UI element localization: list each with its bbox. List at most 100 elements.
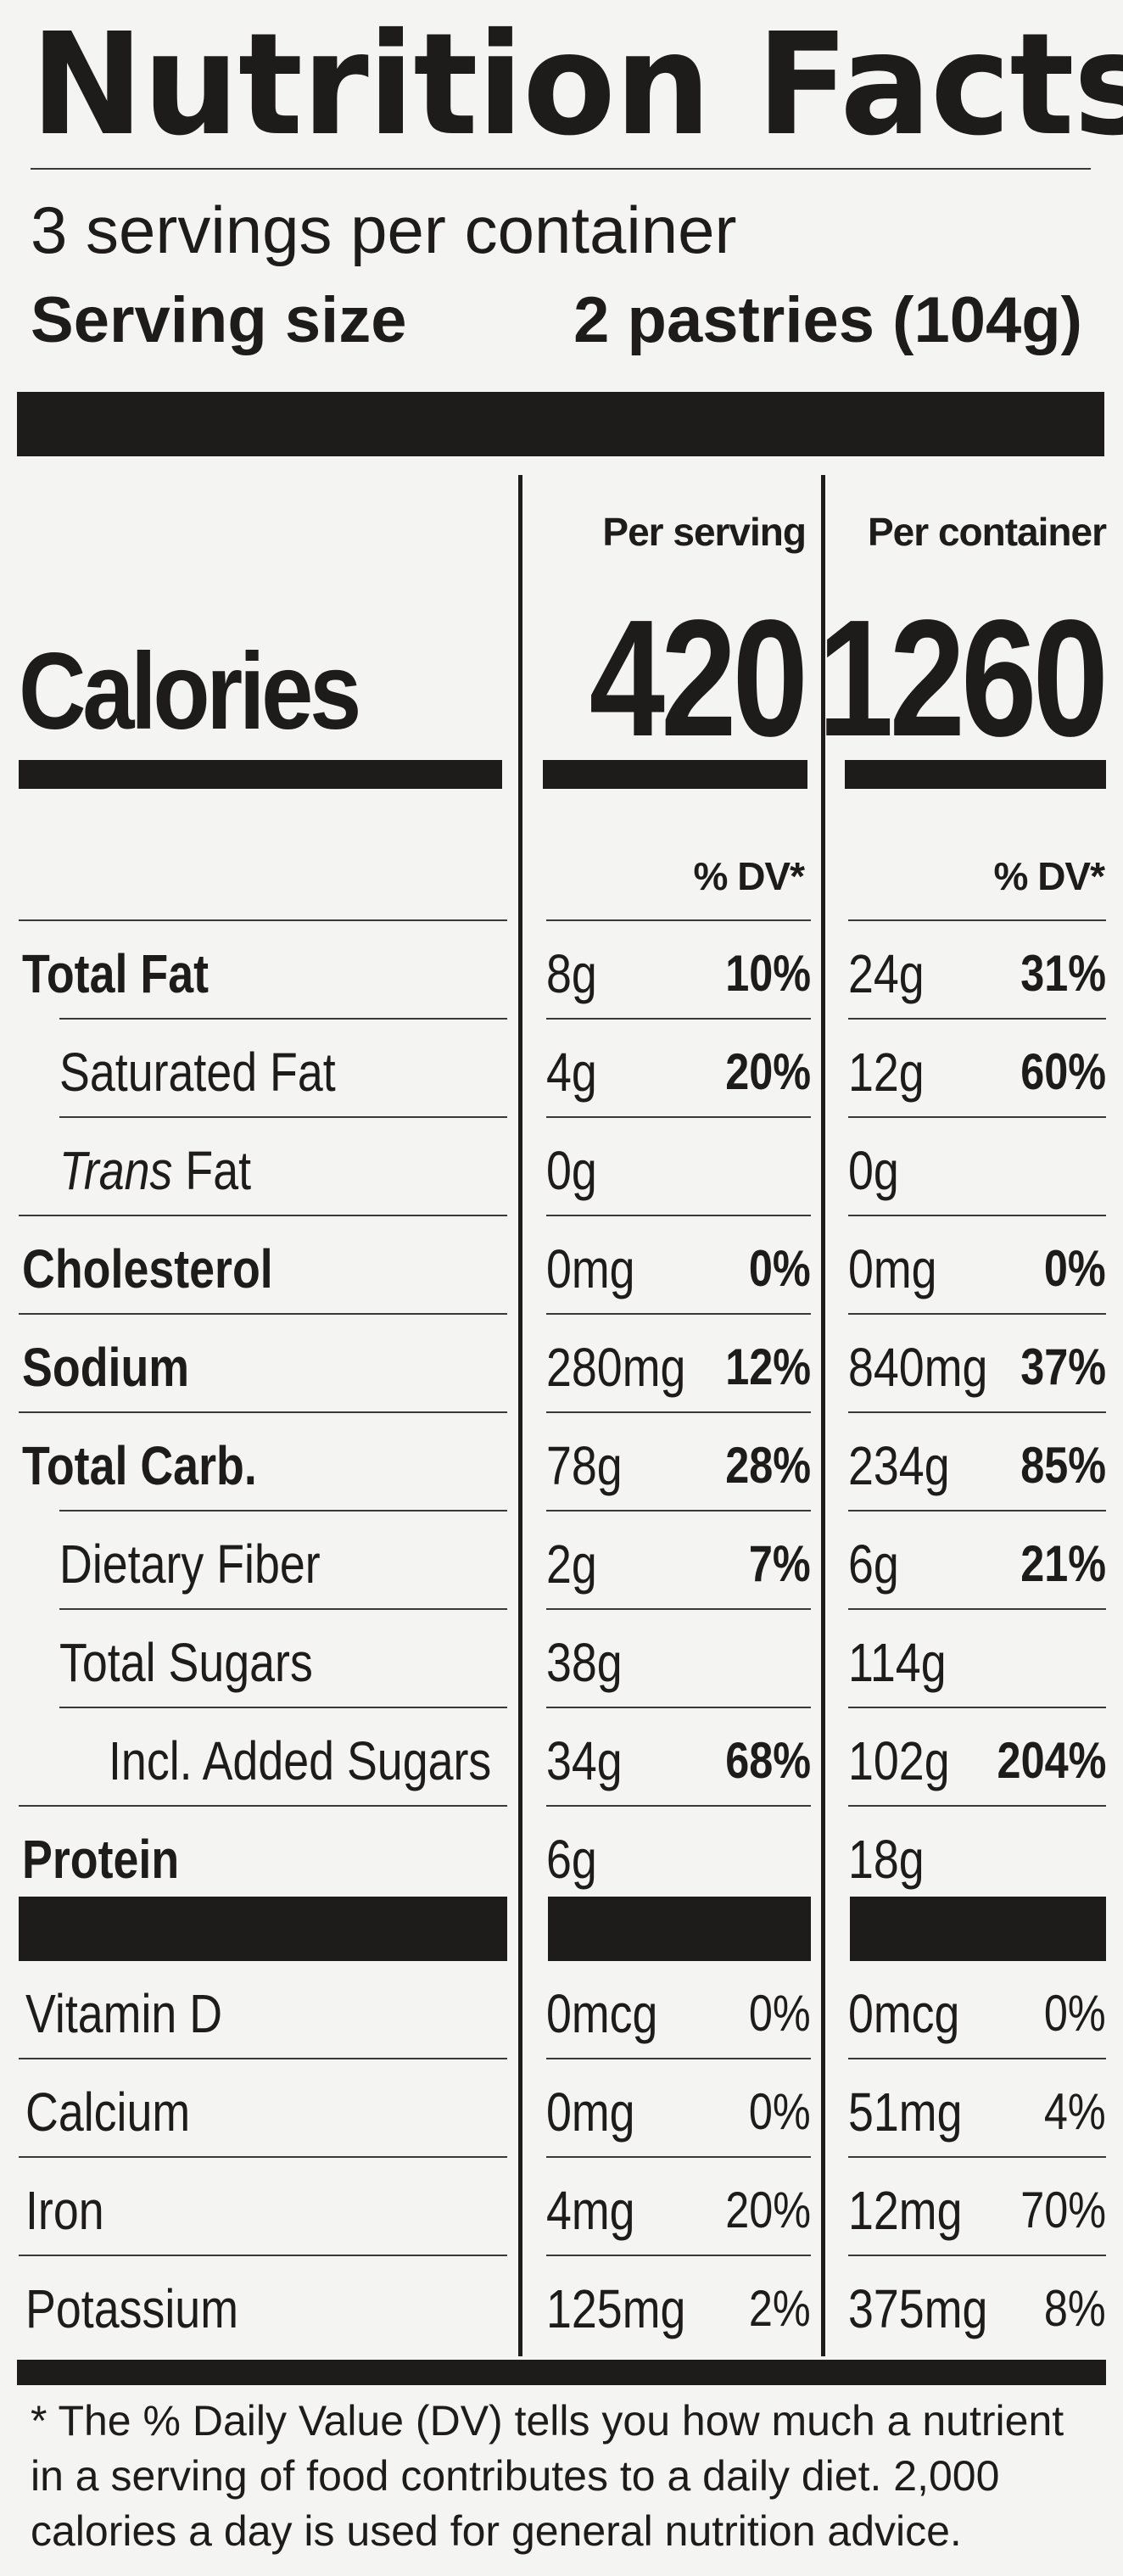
row-rule	[546, 1313, 811, 1315]
container-amount: 6g	[848, 1534, 899, 1595]
serving-amount: 125mg	[546, 2278, 686, 2339]
container-dv: 21%	[1020, 1535, 1106, 1592]
container-amount: 18g	[848, 1829, 925, 1890]
row-rule	[19, 1805, 507, 1807]
nutrient-name: Sodium	[22, 1337, 190, 1398]
nutrient-name: Cholesterol	[22, 1238, 273, 1299]
row-rule	[546, 1116, 811, 1118]
serving-dv: 2%	[749, 2280, 811, 2337]
nutrient-name-rest: Fat	[172, 1140, 252, 1201]
label-title: Nutrition Facts	[31, 3, 1123, 167]
container-dv: 70%	[1020, 2182, 1106, 2238]
serving-dv: 68%	[725, 1732, 811, 1789]
container-amount: 234g	[848, 1435, 950, 1496]
vitamin-bar-serving	[548, 1897, 811, 1961]
container-amount: 12g	[848, 1042, 925, 1103]
row-rule	[19, 2156, 507, 2158]
serving-dv: 28%	[725, 1437, 811, 1494]
nutrient-name: Dietary Fiber	[59, 1534, 321, 1595]
serving-amount: 4mg	[546, 2180, 635, 2241]
row-rule	[546, 1018, 811, 1020]
row-rule	[848, 2058, 1106, 2059]
serving-size-value: 2 pastries (104g)	[573, 284, 1082, 356]
serving-amount: 78g	[546, 1435, 623, 1496]
vitamin-bar-label	[19, 1897, 507, 1961]
serving-amount: 6g	[546, 1829, 597, 1890]
per-container-header: Per container	[868, 510, 1107, 554]
serving-amount: 0mcg	[546, 1983, 658, 2044]
serving-dv: 10%	[725, 945, 811, 1002]
per-serving-header: Per serving	[602, 510, 807, 554]
row-rule	[848, 1116, 1106, 1118]
serving-dv: 20%	[725, 2182, 811, 2238]
nutrient-name: Total Carb.	[22, 1435, 257, 1496]
serving-amount: 0g	[546, 1140, 597, 1201]
title-rule	[31, 168, 1091, 170]
container-amount: 840mg	[848, 1337, 988, 1398]
nutrient-name: Vitamin D	[25, 1983, 223, 2044]
container-dv: 8%	[1044, 2280, 1106, 2337]
serving-amount: 0mg	[546, 1238, 635, 1299]
serving-dv: 12%	[725, 1338, 811, 1395]
nutrient-name: Protein	[22, 1829, 180, 1890]
dv-header-container: % DV*	[993, 854, 1105, 898]
nutrient-name: Trans Fat	[59, 1143, 251, 1198]
calories-per-serving: 420	[589, 585, 808, 771]
row-rule	[59, 1018, 507, 1020]
row-rule	[59, 1116, 507, 1118]
row-rule	[19, 2255, 507, 2256]
container-dv: 37%	[1020, 1338, 1106, 1395]
servings-per-container: 3 servings per container	[31, 193, 737, 267]
row-rule	[19, 2058, 507, 2059]
nutrient-name: Incl. Added Sugars	[109, 1730, 492, 1791]
row-rule	[546, 919, 811, 921]
serving-amount: 38g	[546, 1632, 623, 1693]
serving-size-label: Serving size	[31, 284, 407, 356]
row-rule	[59, 1608, 507, 1610]
row-rule	[848, 1215, 1106, 1216]
row-rule	[19, 1215, 507, 1216]
container-amount: 102g	[848, 1730, 950, 1791]
container-dv: 204%	[997, 1732, 1106, 1789]
container-amount: 0g	[848, 1140, 899, 1201]
nutrient-name: Total Fat	[22, 943, 210, 1004]
container-amount: 24g	[848, 943, 925, 1004]
row-rule	[546, 1608, 811, 1610]
calories-label: Calories	[19, 631, 361, 752]
serving-dv: 0%	[749, 1240, 811, 1297]
row-rule	[19, 919, 507, 921]
row-rule	[59, 1707, 507, 1708]
serving-amount: 2g	[546, 1534, 597, 1595]
serving-amount: 280mg	[546, 1337, 686, 1398]
row-rule	[848, 1411, 1106, 1413]
row-rule	[848, 1805, 1106, 1807]
row-rule	[546, 1805, 811, 1807]
calories-bar-serving	[543, 760, 807, 789]
container-dv: 4%	[1044, 2083, 1106, 2140]
column-divider-serving	[518, 475, 522, 2356]
nutrient-name-italic: Trans	[59, 1140, 173, 1201]
container-dv: 0%	[1044, 1240, 1106, 1297]
calories-bar-container	[845, 760, 1106, 789]
row-rule	[19, 1411, 507, 1413]
footnote: * The % Daily Value (DV) tells you how m…	[31, 2397, 1064, 2555]
thick-bar-top	[17, 392, 1104, 456]
dv-header-serving: % DV*	[693, 854, 805, 898]
row-rule	[848, 1707, 1106, 1708]
row-rule	[546, 1510, 811, 1512]
row-rule	[546, 2058, 811, 2059]
container-amount: 375mg	[848, 2278, 988, 2339]
row-rule	[546, 1215, 811, 1216]
container-amount: 114g	[848, 1632, 947, 1693]
container-amount: 0mg	[848, 1238, 937, 1299]
row-rule	[546, 2156, 811, 2158]
row-rule	[848, 2156, 1106, 2158]
thick-bar-bottom	[17, 2360, 1106, 2385]
nutrient-name: Iron	[25, 2180, 104, 2241]
serving-amount: 4g	[546, 1042, 597, 1103]
row-rule	[848, 1608, 1106, 1610]
row-rule	[546, 2255, 811, 2256]
nutrient-name: Potassium	[25, 2278, 238, 2339]
serving-dv: 20%	[725, 1043, 811, 1100]
